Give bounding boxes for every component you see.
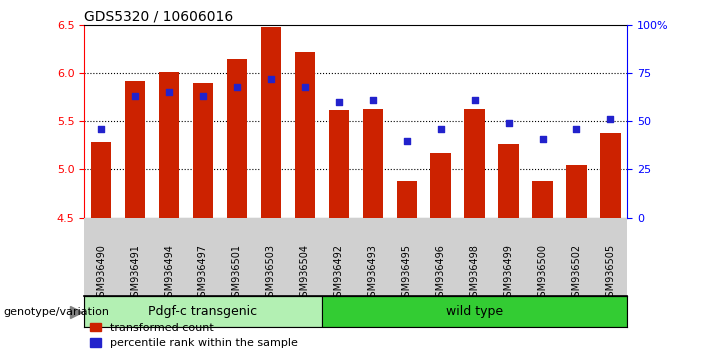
Point [265,76,276,82]
Point [469,97,480,103]
Point [435,126,447,132]
Bar [261,27,281,218]
Point [130,93,141,99]
Bar [464,109,485,218]
Point [605,116,616,122]
Text: Pdgf-c transgenic: Pdgf-c transgenic [149,305,257,318]
Bar [362,109,383,218]
Bar [430,153,451,218]
Point [163,90,175,95]
Text: genotype/variation: genotype/variation [4,307,109,316]
Point [333,99,344,105]
Bar [498,144,519,218]
Point [367,97,379,103]
Bar [566,165,587,218]
Bar [600,133,620,218]
Point [503,120,514,126]
Point [95,126,107,132]
Text: GDS5320 / 10606016: GDS5320 / 10606016 [84,10,233,24]
Point [299,84,311,89]
Point [401,138,412,143]
Bar [125,81,145,218]
FancyBboxPatch shape [84,296,322,327]
Point [198,93,209,99]
Bar [532,181,552,218]
Point [537,136,548,142]
Point [231,84,243,89]
Text: wild type: wild type [446,305,503,318]
Bar [159,72,179,218]
Bar [193,82,213,218]
Bar [329,110,349,218]
Bar [397,181,417,218]
Bar [226,58,247,218]
Bar [294,52,315,218]
FancyBboxPatch shape [322,296,627,327]
Point [571,126,582,132]
Bar [91,142,111,218]
Legend: transformed count, percentile rank within the sample: transformed count, percentile rank withi… [90,322,297,348]
